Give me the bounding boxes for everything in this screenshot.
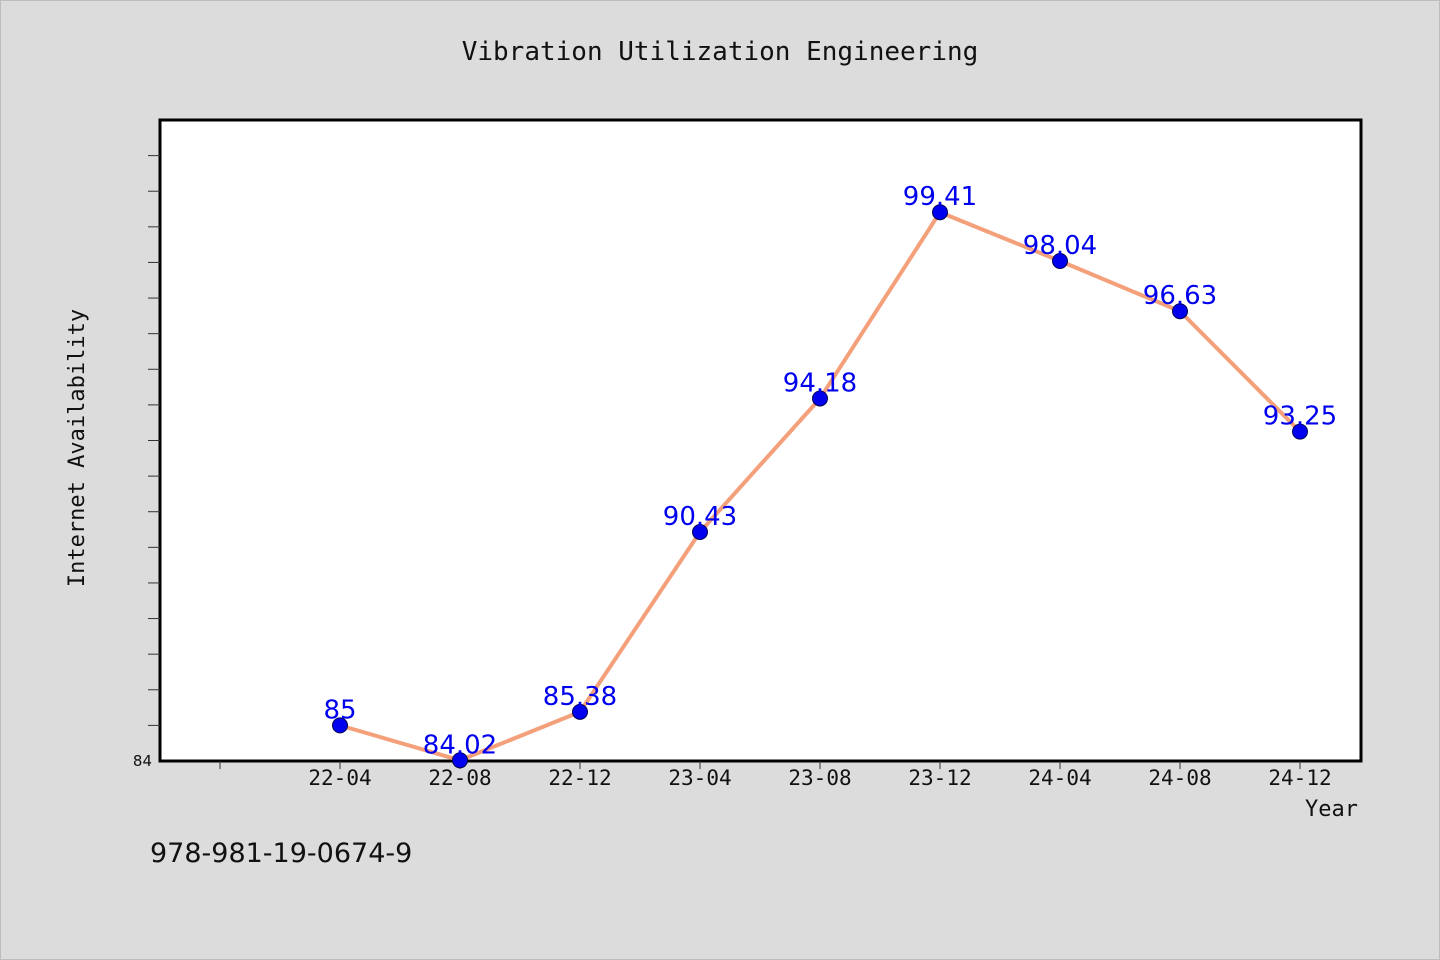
y-axis-label: Internet Availability [65, 309, 90, 587]
x-tick-label: 23-12 [908, 766, 971, 790]
x-tick-label: 24-04 [1028, 766, 1091, 790]
x-tick-label: 24-12 [1268, 766, 1331, 790]
data-point [932, 204, 948, 221]
isbn-text: 978-981-19-0674-9 [150, 838, 412, 869]
x-tick-label: 23-04 [668, 766, 731, 790]
x-tick-label: 22-04 [308, 766, 371, 790]
data-label: 85.38 [543, 682, 617, 712]
y-tick-label: 84 [133, 752, 152, 770]
data-point [452, 752, 468, 769]
data-label: 98.04 [1023, 231, 1097, 261]
data-point [1172, 303, 1188, 320]
data-label: 84.02 [423, 730, 497, 760]
data-label: 99.41 [903, 182, 977, 212]
series-group [332, 204, 1308, 769]
data-label: 96.63 [1143, 281, 1217, 311]
data-point [572, 703, 588, 720]
x-tick-label: 23-08 [788, 766, 851, 790]
data-point [1052, 253, 1068, 270]
x-tick-label: 22-12 [548, 766, 611, 790]
data-label: 85 [323, 695, 356, 725]
data-point [812, 390, 828, 407]
chart-title: Vibration Utilization Engineering [462, 37, 979, 67]
data-point [692, 524, 708, 541]
data-point [1292, 423, 1308, 440]
x-axis-ticks: 22-04 22-08 22-12 23-04 23-08 23-12 24-04 24-08… [219, 761, 1332, 790]
plot-area [158, 118, 1363, 763]
data-label: 93.25 [1263, 402, 1337, 432]
x-tick-label: 22-08 [428, 766, 491, 790]
data-label: 90.43 [663, 502, 737, 532]
data-point [332, 717, 348, 734]
data-label: 94.18 [783, 368, 857, 398]
x-tick-label: 24-08 [1148, 766, 1211, 790]
y-axis-ticks: 84 [133, 155, 160, 770]
data-labels: 85 84.02 85.38 90.43 94.18 99.41 98.04 96.63 93.… [323, 182, 1337, 760]
x-axis-label: Year [1305, 797, 1358, 822]
